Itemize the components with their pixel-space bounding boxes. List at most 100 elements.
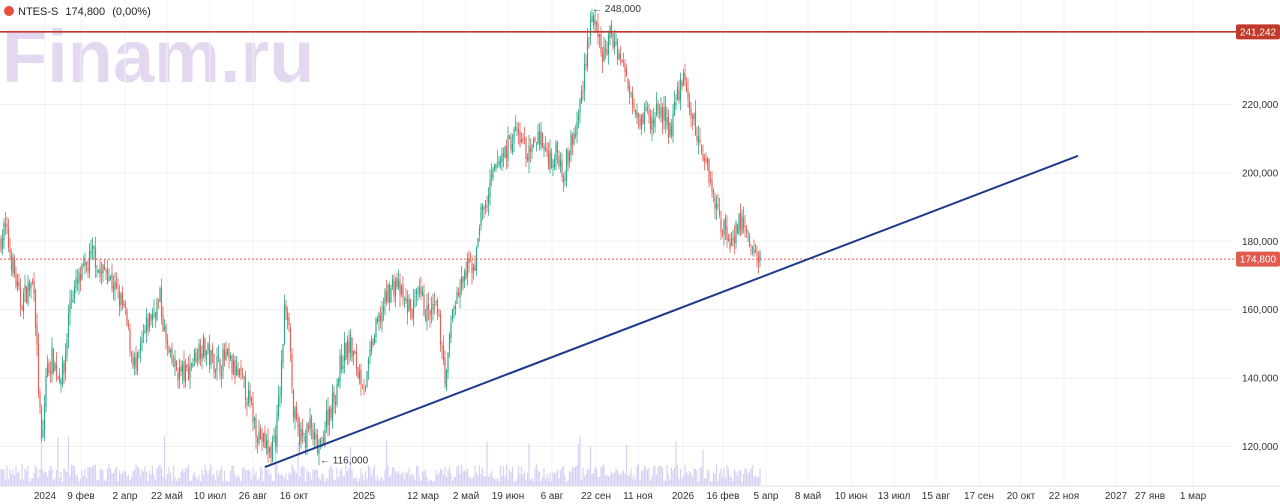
candle-body [129,329,131,353]
candle-body [334,402,337,405]
candle-body [483,207,485,210]
volume-bar [759,468,761,486]
candle-body [180,367,182,372]
volume-bar [57,437,59,486]
volume-bar [609,475,611,486]
volume-bar [465,471,467,486]
candle-body [655,103,658,115]
volume-bar [549,472,551,486]
volume-bar [358,478,361,486]
candle-body [406,298,409,314]
volume-bar [258,477,260,486]
candle-body [256,438,259,443]
volume-bar [396,472,398,486]
volume-bar [12,470,14,486]
candle-body [271,440,274,462]
candle-body [759,252,761,262]
volume-bar [394,471,397,486]
candle-body [535,142,538,144]
y-tick-label: 220,000 [1242,100,1279,111]
volume-bar [150,474,152,486]
volume-bar [532,481,535,486]
volume-bar [690,472,692,486]
volume-bar [670,467,673,486]
candle-body [514,126,517,131]
volume-bar [421,470,424,486]
volume-bar [93,464,95,486]
candle-body [504,146,506,157]
volume-bar [285,472,287,486]
volume-bar [646,470,649,486]
volume-bar [480,474,482,486]
candle-body [691,116,694,119]
candle-body [502,155,505,156]
volume-bar [538,471,541,486]
x-tick-label: 17 сен [964,491,994,502]
candle-body [28,280,31,291]
volume-bar [459,473,461,486]
volume-bar [651,476,653,486]
candle-body [297,417,299,428]
candle-body [667,117,670,139]
candle-body [451,309,454,321]
candle-body [724,217,727,230]
candle-body [469,260,472,262]
candle-body [684,73,686,81]
volume-bar [534,467,536,486]
volume-bar [471,478,473,486]
candle-body [625,68,628,76]
candle-body [67,313,70,339]
candle-body [586,39,589,68]
candle-body [192,362,194,368]
volume-bar [148,470,151,486]
volume-bar [703,478,706,486]
volume-bar [202,475,205,486]
candle-body [712,190,715,195]
candle-body [13,259,16,275]
volume-bar [255,471,257,486]
candle-body [507,135,509,161]
candle-body [21,306,23,310]
candle-body [264,431,266,449]
candle-body [738,214,740,234]
candle-body [694,111,697,136]
candle-body [82,264,85,266]
volume-bar [490,471,493,486]
candle-body [648,110,650,116]
candle-body [187,367,190,381]
candle-body [33,280,35,294]
candle-body [295,406,298,419]
candle-body [12,257,14,273]
volume-bar [525,480,527,486]
candle-body [280,361,283,396]
volume-bar [97,480,100,486]
candle-body [492,169,494,178]
candle-body [375,318,377,337]
candle-body [273,438,275,440]
candle-body [675,103,677,105]
volume-bar [715,464,718,486]
candle-body [76,279,79,282]
volume-bar [552,472,554,486]
extreme-annotation: ← 248,000 [592,4,641,15]
candle-body [516,129,518,131]
volume-bar [618,473,620,486]
volume-bar [402,470,404,486]
candle-body [54,363,56,370]
candle-body [309,418,311,431]
trendline[interactable] [264,154,1079,468]
volume-bar [405,472,407,486]
candle-body [15,274,17,287]
volume-bar [144,466,146,486]
volume-bar [591,474,593,486]
candle-body [184,365,187,383]
volume-bar [495,479,497,486]
volume-bar [177,477,179,486]
candle-body [495,163,497,169]
candle-body [373,335,376,343]
price-level-badge [1236,24,1280,40]
candle-body [511,144,514,153]
candle-body [447,352,449,372]
x-tick-label: 2 апр [113,491,138,502]
